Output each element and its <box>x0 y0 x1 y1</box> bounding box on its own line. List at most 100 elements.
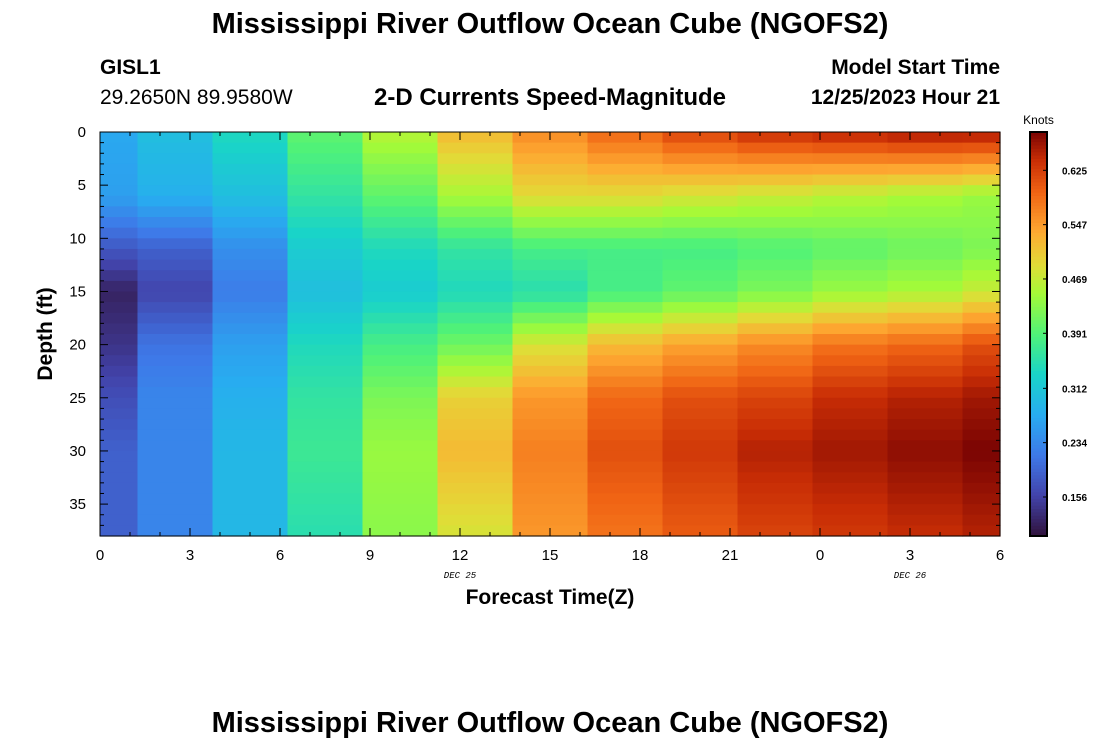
heatmap-cell <box>737 376 814 388</box>
heatmap-cell <box>137 270 214 282</box>
heatmap-cell <box>662 280 739 293</box>
heatmap-cell <box>100 132 139 144</box>
heatmap-cell <box>662 472 739 484</box>
colorbar-segment <box>1030 330 1047 335</box>
heatmap-cell <box>212 472 289 484</box>
y-tick-label: 35 <box>69 496 86 513</box>
heatmap-cell <box>362 302 439 314</box>
heatmap-cell <box>812 238 889 250</box>
heatmap-cell <box>512 419 589 431</box>
heatmap-cell <box>287 185 364 197</box>
heatmap-cell <box>662 429 739 441</box>
heatmap-cell <box>512 270 589 282</box>
heatmap-cell <box>512 408 589 420</box>
heatmap-cell <box>212 376 289 388</box>
heatmap-cell <box>512 227 589 239</box>
heatmap-cell <box>887 355 964 367</box>
heatmap-cell <box>887 504 964 516</box>
colorbar-segment <box>1030 286 1047 291</box>
colorbar-segment <box>1030 475 1047 480</box>
heatmap-cell <box>662 482 739 495</box>
colorbar-segment <box>1030 387 1047 392</box>
heatmap-cell <box>887 185 964 197</box>
heatmap-cell <box>887 397 964 410</box>
heatmap-cell <box>212 153 289 165</box>
x-tick-label: 0 <box>816 547 824 564</box>
heatmap-cell <box>812 302 889 314</box>
heatmap-cell <box>587 397 664 410</box>
colorbar-segment <box>1030 165 1047 170</box>
heatmap-cell <box>962 227 1001 239</box>
heatmap-cell <box>437 365 514 378</box>
x-axis-title: Forecast Time(Z) <box>466 586 635 609</box>
heatmap-cell <box>212 344 289 356</box>
heatmap-cell <box>287 248 364 261</box>
heatmap-cell <box>812 504 889 516</box>
colorbar-segment <box>1030 283 1047 288</box>
colorbar-segment <box>1030 233 1047 237</box>
heatmap-cell <box>362 163 439 176</box>
colorbar-segment <box>1030 273 1047 278</box>
colorbar-segment <box>1030 377 1047 382</box>
heatmap-cell <box>587 227 664 239</box>
heatmap-cell <box>137 259 214 271</box>
heatmap-cell <box>737 302 814 314</box>
heatmap-cell <box>887 259 964 271</box>
heatmap-cell <box>437 419 514 431</box>
heatmap-cell <box>962 440 1001 452</box>
heatmap-cell <box>137 334 214 346</box>
heatmap-cell <box>887 461 964 473</box>
heatmap-cell <box>437 302 514 314</box>
heatmap-cell <box>287 365 364 378</box>
colorbar-tick-label: 0.625 <box>1062 166 1087 177</box>
heatmap-cell <box>737 397 814 410</box>
heatmap-cell <box>812 408 889 420</box>
heatmap-cell <box>812 312 889 324</box>
heatmap-cell <box>812 397 889 410</box>
heatmap-cell <box>212 291 289 303</box>
heatmap-cell <box>887 344 964 356</box>
colorbar-segment <box>1030 431 1047 436</box>
heatmap-cell <box>962 174 1001 186</box>
heatmap-cell <box>437 323 514 335</box>
colorbar-segment <box>1030 310 1047 315</box>
heatmap-cell <box>287 440 364 452</box>
heatmap-cell <box>512 323 589 335</box>
colorbar-segment <box>1030 303 1047 308</box>
heatmap-cell <box>662 461 739 473</box>
heatmap-cell <box>812 323 889 335</box>
heatmap-cell <box>812 248 889 261</box>
heatmap-cell <box>137 376 214 388</box>
heatmap-cell <box>812 429 889 441</box>
heatmap-cell <box>287 270 364 282</box>
heatmap-cell <box>962 365 1001 378</box>
heatmap-cell <box>437 185 514 197</box>
heatmap-cell <box>737 482 814 495</box>
heatmap-cell <box>512 259 589 271</box>
colorbar-segment <box>1030 495 1047 500</box>
heatmap-cell <box>962 376 1001 388</box>
colorbar-segment <box>1030 320 1047 325</box>
heatmap-cell <box>362 472 439 484</box>
heatmap-cell <box>887 323 964 335</box>
heatmap-cell <box>512 397 589 410</box>
colorbar-segment <box>1030 206 1047 211</box>
heatmap-cell <box>212 185 289 197</box>
colorbar-segment <box>1030 461 1047 466</box>
heatmap-cell <box>212 504 289 516</box>
heatmap-cell <box>737 259 814 271</box>
heatmap-cell <box>812 419 889 431</box>
heatmap-cell <box>512 153 589 165</box>
heatmap-cell <box>662 408 739 420</box>
heatmap-cell <box>737 206 814 218</box>
heatmap-cell <box>662 397 739 410</box>
heatmap-cell <box>287 259 364 271</box>
colorbar-segment <box>1030 189 1047 194</box>
heatmap-cell <box>812 142 889 154</box>
heatmap-cell <box>662 227 739 239</box>
heatmap-cell <box>437 291 514 303</box>
heatmap-cell <box>212 355 289 367</box>
heatmap-cell <box>587 259 664 271</box>
y-tick-label: 0 <box>78 124 86 141</box>
colorbar-segment <box>1030 340 1047 345</box>
